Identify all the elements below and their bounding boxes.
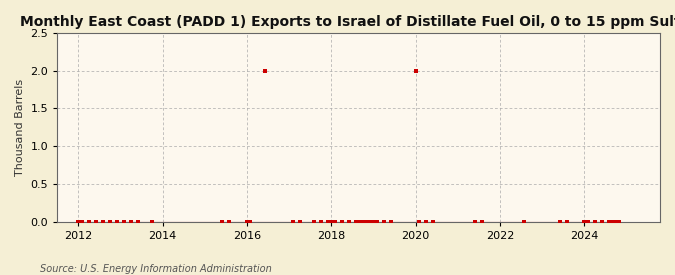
Point: [589, 219, 600, 224]
Point: [315, 219, 326, 224]
Point: [371, 219, 382, 224]
Point: [242, 219, 252, 224]
Point: [217, 219, 228, 224]
Point: [414, 219, 425, 224]
Point: [73, 219, 84, 224]
Point: [105, 219, 115, 224]
Point: [519, 219, 530, 224]
Point: [385, 219, 396, 224]
Title: Monthly East Coast (PADD 1) Exports to Israel of Distillate Fuel Oil, 0 to 15 pp: Monthly East Coast (PADD 1) Exports to I…: [20, 15, 675, 29]
Point: [578, 219, 589, 224]
Point: [421, 219, 431, 224]
Point: [326, 219, 337, 224]
Point: [245, 219, 256, 224]
Point: [410, 68, 421, 73]
Point: [361, 219, 372, 224]
Point: [90, 219, 101, 224]
Point: [308, 219, 319, 224]
Point: [344, 219, 354, 224]
Point: [288, 219, 298, 224]
Text: Source: U.S. Energy Information Administration: Source: U.S. Energy Information Administ…: [40, 264, 272, 274]
Point: [126, 219, 136, 224]
Point: [561, 219, 572, 224]
Point: [477, 219, 487, 224]
Point: [350, 219, 361, 224]
Point: [84, 219, 95, 224]
Point: [470, 219, 481, 224]
Point: [610, 219, 621, 224]
Point: [133, 219, 144, 224]
Point: [329, 219, 340, 224]
Point: [607, 219, 618, 224]
Point: [76, 219, 87, 224]
Point: [358, 219, 369, 224]
Point: [259, 68, 270, 73]
Point: [111, 219, 122, 224]
Point: [119, 219, 130, 224]
Point: [428, 219, 439, 224]
Y-axis label: Thousand Barrels: Thousand Barrels: [15, 79, 25, 176]
Point: [336, 219, 347, 224]
Point: [294, 219, 305, 224]
Point: [379, 219, 389, 224]
Point: [323, 219, 333, 224]
Point: [596, 219, 607, 224]
Point: [554, 219, 565, 224]
Point: [98, 219, 109, 224]
Point: [368, 219, 379, 224]
Point: [354, 219, 364, 224]
Point: [224, 219, 235, 224]
Point: [603, 219, 614, 224]
Point: [583, 219, 593, 224]
Point: [364, 219, 375, 224]
Point: [146, 219, 157, 224]
Point: [614, 219, 624, 224]
